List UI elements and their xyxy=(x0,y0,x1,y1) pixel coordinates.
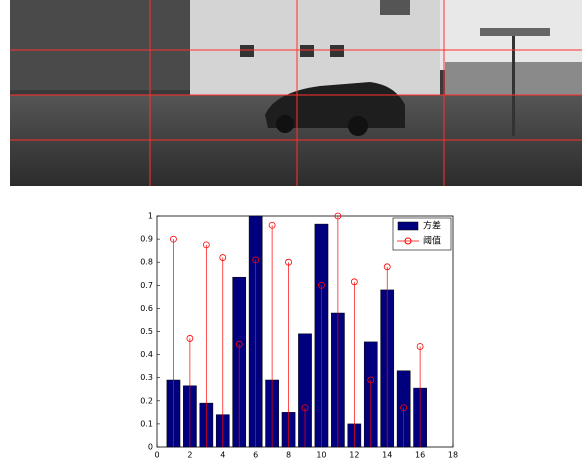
y-tick-label: 0.7 xyxy=(140,281,153,290)
legend-label: 方差 xyxy=(423,220,441,232)
y-tick-label: 0.5 xyxy=(140,327,153,336)
y-tick-label: 0.2 xyxy=(140,396,153,405)
y-tick-label: 0.1 xyxy=(140,419,153,428)
y-tick-label: 0.9 xyxy=(140,235,153,244)
x-tick-label: 14 xyxy=(382,451,392,460)
x-tick-label: 12 xyxy=(349,451,359,460)
x-tick-label: 2 xyxy=(187,451,192,460)
x-tick-label: 16 xyxy=(415,451,425,460)
y-tick-label: 0 xyxy=(148,443,153,452)
y-tick-label: 0.6 xyxy=(140,304,153,313)
x-tick-label: 0 xyxy=(154,451,159,460)
screen: 00.10.20.30.40.50.60.70.80.9102468101214… xyxy=(0,0,582,464)
y-tick-label: 1 xyxy=(148,212,153,221)
y-tick-label: 0.4 xyxy=(140,350,153,359)
legend-swatch xyxy=(398,222,418,230)
y-tick-label: 0.8 xyxy=(140,258,153,267)
x-tick-label: 8 xyxy=(286,451,291,460)
x-tick-label: 6 xyxy=(253,451,258,460)
x-tick-label: 4 xyxy=(220,451,225,460)
x-tick-label: 10 xyxy=(316,451,326,460)
legend-label: 阈值 xyxy=(423,235,441,247)
x-tick-label: 18 xyxy=(448,451,458,460)
y-tick-label: 0.3 xyxy=(140,373,153,382)
street-photo xyxy=(10,0,582,186)
